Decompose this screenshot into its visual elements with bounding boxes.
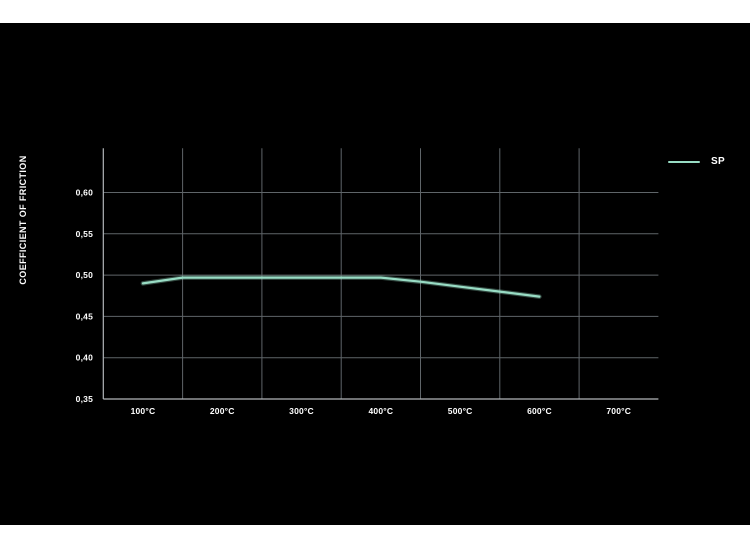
chart-canvas: COEFFICIENT OF FRICTION 0,35 0,40 0,45 0,50… <box>0 23 750 525</box>
y-tick-label: 0,50 <box>76 270 93 280</box>
y-tick-label: 0,45 <box>76 311 93 321</box>
legend: SP <box>668 155 725 168</box>
x-tick-label: 600°C <box>527 406 552 416</box>
y-tick-label: 0,55 <box>76 229 93 239</box>
y-tick-label: 0,35 <box>76 394 93 404</box>
x-tick-label: 100°C <box>131 406 156 416</box>
legend-line-swatch-sp <box>668 160 700 163</box>
x-tick-label: 700°C <box>606 406 631 416</box>
y-tick-label: 0,60 <box>76 187 93 197</box>
y-tick-label: 0,40 <box>76 353 93 363</box>
x-tick-label: 300°C <box>289 406 314 416</box>
series-line-sp <box>141 276 541 298</box>
x-tick-label: 400°C <box>368 406 393 416</box>
legend-label-sp: SP <box>711 156 725 167</box>
friction-line-chart: 0,35 0,40 0,45 0,50 0,55 0,60 100°C 200°C 300°C 4… <box>76 148 659 416</box>
x-tick-label: 200°C <box>210 406 235 416</box>
x-tick-label: 500°C <box>448 406 473 416</box>
